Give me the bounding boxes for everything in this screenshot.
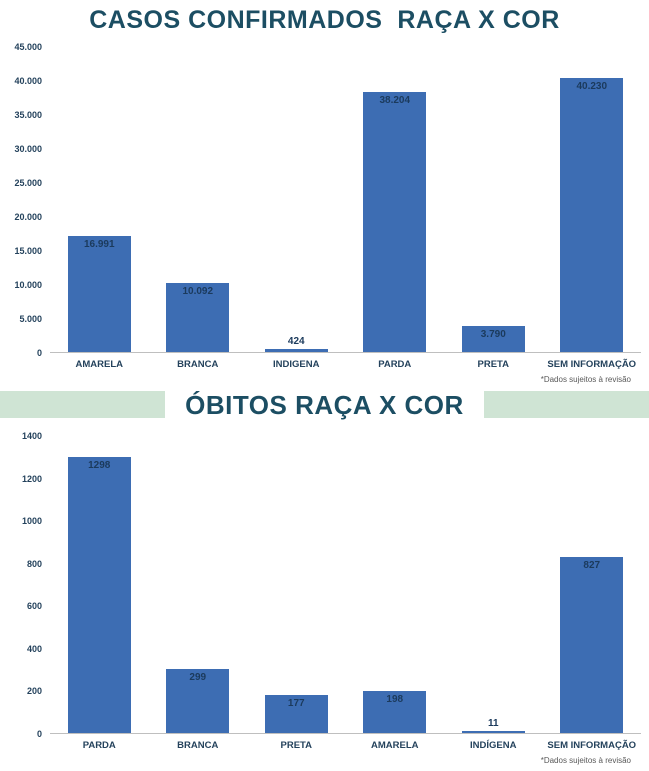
- bar-group: 424 INDIGENA: [247, 47, 346, 370]
- category-label: AMARELA: [371, 740, 419, 751]
- bar-group: 299 BRANCA: [149, 436, 248, 751]
- plot-area: 0 200 400 600 800 1000 1200 1400 1298 PARDA 299 BRA…: [4, 431, 642, 751]
- bar-value-label: 38.204: [379, 95, 411, 107]
- bar: 177: [264, 695, 328, 733]
- y-axis-tick-label: 0: [36, 348, 42, 358]
- bar-group: 16.991 AMARELA: [50, 47, 149, 370]
- y-axis: 0 200 400 600 800 1000 1200 1400: [4, 431, 50, 739]
- bar-value-label: 3.790: [480, 329, 506, 341]
- y-axis-tick-label: 1200: [21, 473, 42, 484]
- deaths-chart-section: 0 200 400 600 800 1000 1200 1400 1298 PARDA 299 BRA…: [0, 431, 649, 765]
- y-axis-tick-label: 45.000: [14, 42, 42, 52]
- bar-group: 198 AMARELA: [346, 436, 445, 751]
- bar-value-label: 299: [189, 672, 207, 684]
- confirmed-cases-plot: 0 5.000 10.000 15.000 20.000 25.000 30.000 35.0…: [0, 42, 649, 370]
- deaths-chart-title: ÓBITOS RAÇA X COR: [165, 388, 484, 422]
- deaths-plot: 0 200 400 600 800 1000 1200 1400 1298 PARDA 299 BRA…: [0, 431, 649, 751]
- bar-group: 38.204 PARDA: [346, 47, 445, 370]
- bar: 40.230: [560, 78, 624, 352]
- bar-value-label: 16.991: [83, 239, 115, 251]
- bar: 827: [560, 556, 624, 733]
- y-axis-tick-label: 25.000: [14, 178, 42, 188]
- confirmed-cases-footnote: *Dados sujeitos à revisão: [540, 375, 631, 384]
- bar-value-label: 177: [287, 698, 305, 710]
- bar-value-label: 1298: [88, 459, 111, 471]
- confirmed-cases-chart-section: CASOS CONFIRMADOS RAÇA X COR 0 5.000 10.00…: [0, 0, 649, 384]
- bar-value-label: 10.092: [182, 286, 214, 298]
- y-axis-tick-label: 35.000: [14, 110, 42, 120]
- y-axis-tick-label: 400: [26, 643, 42, 654]
- category-label: INDIGENA: [273, 359, 320, 370]
- bar: 11: [461, 718, 525, 733]
- confirmed-cases-chart-title: CASOS CONFIRMADOS RAÇA X COR: [89, 6, 560, 34]
- bar: 38.204: [363, 92, 427, 352]
- category-label: SEM INFORMAÇÃO: [547, 740, 637, 751]
- y-axis-tick-label: 1000: [21, 516, 42, 527]
- bar: 424: [264, 336, 328, 352]
- y-axis-tick-label: 30.000: [14, 144, 42, 154]
- deaths-footnote: *Dados sujeitos à revisão: [540, 756, 631, 765]
- bar-group: 40.230 SEM INFORMAÇÃO: [543, 47, 642, 370]
- bar-value-label: 827: [583, 559, 601, 571]
- bar-value-label: 11: [487, 717, 499, 729]
- category-label: BRANCA: [177, 740, 219, 751]
- deaths-title-band: ÓBITOS RAÇA X COR: [0, 388, 649, 424]
- bar: 10.092: [166, 283, 230, 352]
- bar-group: 1298 PARDA: [50, 436, 149, 751]
- y-axis-tick-label: 600: [26, 601, 42, 612]
- bars-region: 16.991 AMARELA 10.092 BRANCA 424 INDIGENA 38.2…: [50, 47, 642, 370]
- bar-group: 10.092 BRANCA: [149, 47, 248, 370]
- bar: 3.790: [461, 326, 525, 352]
- category-label: BRANCA: [177, 359, 219, 370]
- bar-group: 3.790 PRETA: [444, 47, 543, 370]
- bar-value-label: 424: [287, 336, 305, 348]
- category-label: PRETA: [280, 740, 313, 751]
- y-axis-tick-label: 10.000: [14, 280, 42, 290]
- bar-group: 11 INDÍGENA: [444, 436, 543, 751]
- category-label: PARDA: [82, 740, 116, 751]
- y-axis-tick-label: 800: [26, 558, 42, 569]
- y-axis-tick-label: 40.000: [14, 76, 42, 86]
- bar: 299: [166, 669, 230, 733]
- bar-value-label: 198: [386, 693, 404, 705]
- y-axis-tick-label: 200: [26, 686, 42, 697]
- plot-area: 0 5.000 10.000 15.000 20.000 25.000 30.000 35.0…: [4, 42, 642, 370]
- bar: 16.991: [67, 236, 131, 352]
- category-label: SEM INFORMAÇÃO: [547, 359, 637, 370]
- y-axis-tick-label: 1400: [21, 431, 42, 441]
- bar: 1298: [67, 456, 131, 733]
- category-label: INDÍGENA: [470, 740, 517, 751]
- y-axis-tick-label: 5.000: [19, 314, 42, 324]
- category-label: PRETA: [477, 359, 510, 370]
- bar: 198: [363, 690, 427, 733]
- bar-group: 827 SEM INFORMAÇÃO: [543, 436, 642, 751]
- y-axis-tick-label: 15.000: [14, 246, 42, 256]
- bars-region: 1298 PARDA 299 BRANCA 177 PRETA 198 AMARELA 11 IN…: [50, 436, 642, 751]
- bar-group: 177 PRETA: [247, 436, 346, 751]
- y-axis-tick-label: 20.000: [14, 212, 42, 222]
- category-label: AMARELA: [75, 359, 124, 370]
- bar-value-label: 40.230: [576, 81, 608, 93]
- category-label: PARDA: [378, 359, 412, 370]
- y-axis: 0 5.000 10.000 15.000 20.000 25.000 30.000 35.0…: [4, 42, 50, 358]
- y-axis-tick-label: 0: [36, 729, 42, 739]
